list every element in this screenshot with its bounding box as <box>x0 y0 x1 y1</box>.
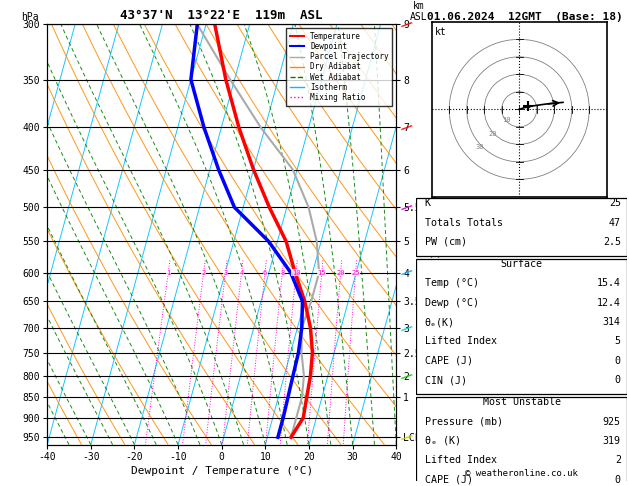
Text: 1: 1 <box>166 270 170 276</box>
Text: 2: 2 <box>615 455 621 465</box>
Bar <box>416 198 627 256</box>
Text: /: / <box>398 17 413 32</box>
Text: 47: 47 <box>609 218 621 227</box>
Text: K: K <box>425 198 431 208</box>
Y-axis label: Mixing Ratio (g/kg): Mixing Ratio (g/kg) <box>428 183 438 286</box>
Text: Dewp (°C): Dewp (°C) <box>425 298 479 308</box>
Text: 6: 6 <box>263 270 267 276</box>
Text: 15: 15 <box>318 270 326 276</box>
Text: 15.4: 15.4 <box>597 278 621 288</box>
Text: /: / <box>398 368 413 383</box>
Text: Surface: Surface <box>501 259 543 269</box>
Text: 3: 3 <box>223 270 228 276</box>
Text: PW (cm): PW (cm) <box>425 237 467 247</box>
Text: kt: kt <box>435 27 447 37</box>
Text: 10: 10 <box>502 118 510 123</box>
Text: 25: 25 <box>609 198 621 208</box>
Bar <box>416 259 627 395</box>
Text: Temp (°C): Temp (°C) <box>425 278 479 288</box>
Text: /: / <box>398 430 413 445</box>
Text: /: / <box>398 120 413 135</box>
Text: /: / <box>398 321 413 335</box>
Text: CIN (J): CIN (J) <box>425 375 467 385</box>
Text: 8: 8 <box>280 270 284 276</box>
Text: 12.4: 12.4 <box>597 298 621 308</box>
Text: 319: 319 <box>603 436 621 446</box>
Text: /: / <box>398 200 413 214</box>
Legend: Temperature, Dewpoint, Parcel Trajectory, Dry Adiabat, Wet Adiabat, Isotherm, Mi: Temperature, Dewpoint, Parcel Trajectory… <box>286 28 392 105</box>
Text: 0: 0 <box>615 475 621 485</box>
Text: 20: 20 <box>337 270 345 276</box>
Text: km
ASL: km ASL <box>410 0 428 22</box>
Text: Lifted Index: Lifted Index <box>425 455 497 465</box>
Text: CAPE (J): CAPE (J) <box>425 475 473 485</box>
Text: 01.06.2024  12GMT  (Base: 18): 01.06.2024 12GMT (Base: 18) <box>427 12 623 22</box>
Text: © weatheronline.co.uk: © weatheronline.co.uk <box>465 469 578 478</box>
Bar <box>416 397 627 486</box>
Text: 314: 314 <box>603 317 621 327</box>
Text: hPa: hPa <box>21 12 38 22</box>
X-axis label: Dewpoint / Temperature (°C): Dewpoint / Temperature (°C) <box>131 466 313 476</box>
Text: Most Unstable: Most Unstable <box>482 397 561 407</box>
Text: 925: 925 <box>603 417 621 427</box>
Title: 43°37'N  13°22'E  119m  ASL: 43°37'N 13°22'E 119m ASL <box>121 9 323 22</box>
Text: Lifted Index: Lifted Index <box>425 336 497 347</box>
Text: 25: 25 <box>352 270 360 276</box>
Text: 2.5: 2.5 <box>603 237 621 247</box>
Text: CAPE (J): CAPE (J) <box>425 356 473 366</box>
Text: θₑ(K): θₑ(K) <box>425 317 455 327</box>
Text: 5: 5 <box>615 336 621 347</box>
Text: 20: 20 <box>489 131 498 137</box>
Text: 10: 10 <box>292 270 300 276</box>
Text: 0: 0 <box>615 375 621 385</box>
Text: /: / <box>398 265 413 280</box>
Text: Totals Totals: Totals Totals <box>425 218 503 227</box>
Text: θₑ (K): θₑ (K) <box>425 436 461 446</box>
Text: 4: 4 <box>240 270 243 276</box>
Text: Pressure (mb): Pressure (mb) <box>425 417 503 427</box>
Text: 2: 2 <box>201 270 206 276</box>
Text: 0: 0 <box>615 356 621 366</box>
Text: 30: 30 <box>476 144 484 150</box>
